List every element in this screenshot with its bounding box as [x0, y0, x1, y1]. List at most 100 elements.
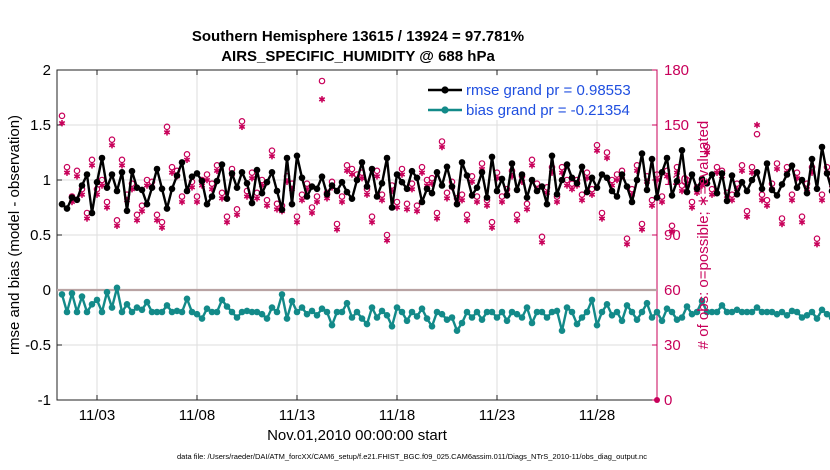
- asterisk-stroke: [263, 203, 271, 208]
- series-point: [558, 176, 566, 184]
- series-point: [168, 308, 176, 316]
- series-point: [73, 308, 81, 316]
- series-point: [183, 187, 191, 195]
- series-point: [778, 181, 786, 188]
- series-point: [353, 176, 361, 184]
- x-axis: 11/03 11/08 11/13 11/18 11/23 11/28: [79, 70, 615, 424]
- obs-evaluated-point: [98, 182, 106, 189]
- series-point: [633, 316, 641, 324]
- series-point: [673, 177, 681, 185]
- y-tick-label: -1: [38, 392, 51, 409]
- series-point: [678, 314, 686, 321]
- series-point: [758, 308, 766, 316]
- series-point: [668, 308, 676, 316]
- asterisk-stroke: [373, 174, 381, 179]
- y-right-tick-label: 30: [664, 337, 681, 354]
- series-point: [583, 188, 591, 196]
- series-point: [663, 154, 671, 162]
- series-point: [598, 308, 606, 316]
- series-point: [138, 306, 146, 314]
- obs-evaluated-point: [528, 162, 536, 169]
- series-point: [468, 314, 476, 321]
- series-point: [313, 185, 321, 193]
- obs-evaluated-point: [223, 218, 231, 226]
- series-point: [283, 154, 291, 162]
- series-point: [283, 315, 291, 322]
- series-point: [613, 308, 621, 316]
- series-point: [473, 184, 481, 191]
- series-point: [393, 171, 401, 178]
- series-point: [723, 197, 731, 205]
- asterisk-stroke: [708, 192, 716, 197]
- obs-evaluated-point: [418, 169, 426, 176]
- series-point: [513, 186, 521, 194]
- series-point: [743, 187, 751, 195]
- series-point: [213, 308, 221, 316]
- obs-evaluated-point: [738, 167, 746, 175]
- obs-evaluated-point: [73, 173, 81, 180]
- obs-evaluated-point: [368, 218, 376, 226]
- asterisk-stroke: [358, 175, 366, 181]
- asterisk-stroke: [163, 130, 171, 135]
- series-point: [338, 308, 346, 316]
- series-point: [418, 305, 426, 313]
- chart-subtitle: AIRS_SPECIFIC_HUMIDITY @ 688 hPa: [221, 48, 495, 65]
- asterisk-stroke: [613, 177, 621, 183]
- series-point: [83, 171, 91, 178]
- asterisk-stroke: [483, 203, 491, 208]
- asterisk-stroke: [393, 205, 401, 210]
- asterisk-stroke: [463, 218, 471, 223]
- series-point: [228, 170, 236, 177]
- series-point: [578, 314, 586, 321]
- series-point: [668, 192, 676, 199]
- series-point: [308, 183, 316, 190]
- series-point: [363, 320, 371, 328]
- y-axis-left: -1 -0.5 0 0.5 1 1.5 2: [25, 62, 62, 409]
- series-point: [388, 323, 396, 330]
- series-point: [803, 312, 811, 319]
- asterisk-stroke: [818, 197, 826, 203]
- y-tick-label: 0: [43, 282, 51, 299]
- legend-marker-rmse: [441, 86, 449, 94]
- asterisk-stroke: [738, 168, 746, 174]
- series-point: [198, 315, 206, 322]
- y-tick-label: 1: [43, 172, 51, 189]
- series-point: [618, 171, 626, 178]
- series-point: [743, 308, 751, 316]
- series-point: [523, 304, 531, 311]
- asterisk-stroke: [383, 238, 391, 243]
- asterisk-stroke: [368, 219, 376, 225]
- series-point: [818, 306, 826, 314]
- series-point: [463, 172, 471, 179]
- x-tick-label: 11/28: [579, 407, 615, 424]
- asterisk-stroke: [693, 190, 701, 196]
- series-point: [698, 297, 706, 305]
- obs-evaluated-point: [253, 195, 261, 202]
- series-point: [313, 312, 321, 319]
- series-point: [793, 308, 801, 316]
- legend-label-bias: bias grand pr = -0.21354: [466, 102, 630, 119]
- asterisk-stroke: [188, 185, 196, 190]
- series-point: [143, 298, 151, 306]
- asterisk-stroke: [143, 183, 151, 188]
- series-point: [718, 302, 726, 309]
- obs-evaluated-point: [488, 224, 496, 231]
- series-point: [448, 314, 456, 321]
- series-point: [543, 200, 551, 208]
- series-point: [573, 180, 581, 187]
- series-point: [688, 310, 696, 318]
- series-point: [293, 152, 301, 160]
- series-point: [568, 308, 576, 316]
- obs-evaluated-point: [763, 202, 771, 209]
- series-point: [123, 207, 131, 215]
- y-axis-right: 0306090120150180: [652, 62, 689, 409]
- series-point: [638, 150, 646, 157]
- series-point: [533, 187, 541, 195]
- series-point: [818, 143, 826, 151]
- asterisk-stroke: [513, 218, 521, 223]
- series-point: [683, 303, 691, 310]
- series-point: [608, 312, 616, 319]
- series-point: [508, 160, 516, 167]
- series-point: [193, 310, 201, 318]
- x-tick-label: 11/13: [279, 407, 315, 424]
